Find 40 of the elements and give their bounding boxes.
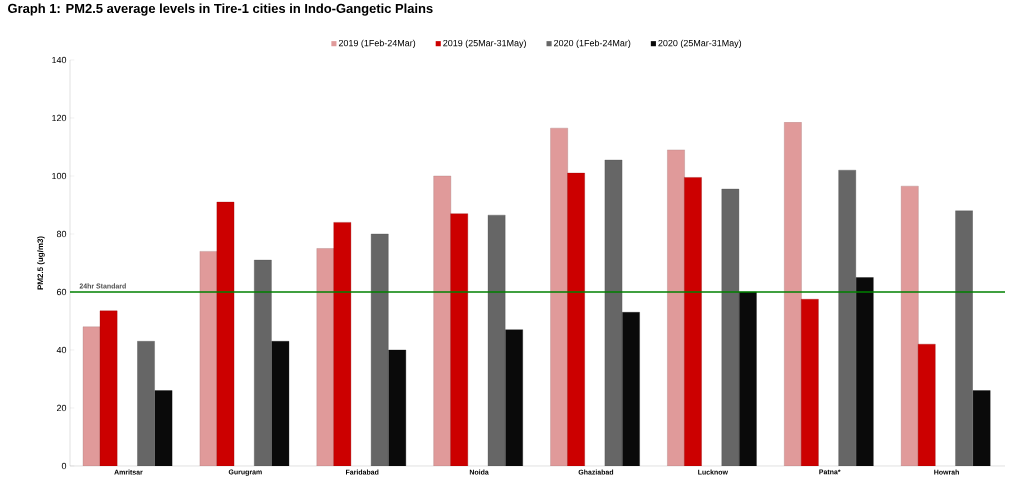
y-tick-label: 0 [61,462,67,470]
bar [388,349,406,466]
bar [505,329,523,466]
bar [316,248,335,466]
legend-label: 2019 (25Mar-31May) [443,39,526,49]
bar [567,172,585,466]
legend-label: 2020 (1Feb-24Mar) [554,39,631,49]
bar [721,188,740,466]
bar [254,259,272,466]
bar [801,299,819,466]
bar [917,344,936,466]
bar [784,122,802,466]
bar [622,312,640,466]
bar [856,277,874,466]
bar [433,175,451,466]
bar [450,213,468,466]
bar [550,127,568,466]
bar [667,149,685,466]
bar [838,170,856,466]
y-tick-label: 20 [56,404,67,412]
y-tick-label: 120 [52,114,67,122]
bar [955,210,973,466]
legend-label: 2019 (1Feb-24Mar) [338,39,416,49]
bar [137,341,155,466]
legend-label: 2020 (25Mar-31May) [658,39,742,49]
bar [333,222,352,466]
bar [684,177,702,466]
bar [972,390,991,466]
bar [739,291,757,466]
bar [487,214,506,466]
y-tick-label: 40 [56,346,67,354]
y-tick-label: 80 [56,230,67,238]
bar [271,341,290,466]
bar [370,233,389,466]
y-tick-label: 140 [52,56,67,64]
bar [154,390,173,466]
y-tick-label: 60 [56,288,67,296]
y-tick-label: 100 [52,172,67,180]
bar [99,310,118,466]
chart-title: Graph 1: PM2.5 average levels in Tire-1 cities in Indo-Gangetic Plains [8,3,433,16]
